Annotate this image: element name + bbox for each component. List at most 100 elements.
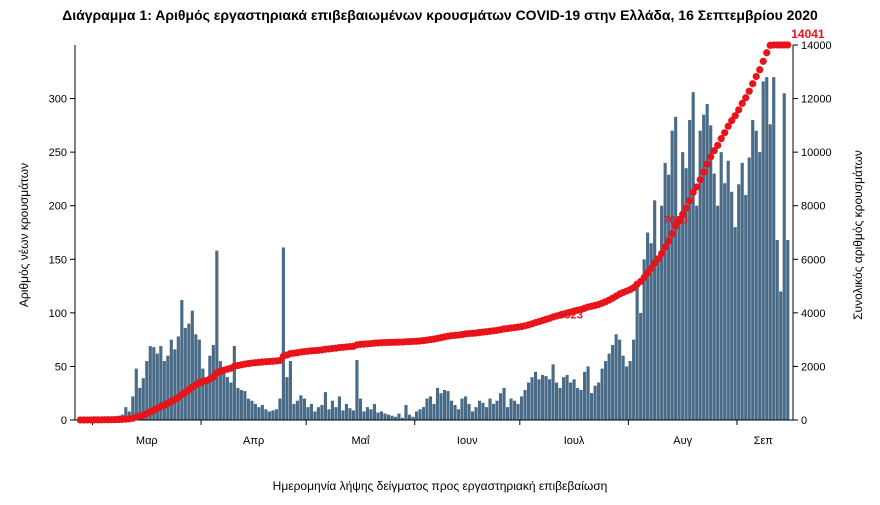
cumulative-point — [686, 196, 694, 205]
x-tick-label: Αυγ — [673, 435, 692, 447]
daily-cases-bar — [691, 92, 695, 420]
daily-cases-bar — [786, 240, 790, 420]
daily-cases-bar — [677, 216, 681, 420]
daily-cases-bar — [488, 398, 492, 420]
daily-cases-bar — [593, 385, 597, 420]
axes: 0 50 100 150 200 250 300 0 2000 4000 6000 8000 10000… — [49, 40, 832, 447]
daily-cases-bar — [190, 310, 194, 420]
daily-cases-bar — [274, 409, 278, 420]
daily-cases-bar — [565, 375, 569, 420]
daily-cases-bar — [775, 240, 779, 420]
x-axis-label: Ημερομηνία λήψης δείγματος προς εργαστηρ… — [273, 479, 608, 493]
daily-cases-bars — [82, 77, 790, 421]
daily-cases-bar — [495, 400, 499, 420]
daily-cases-bar — [201, 368, 205, 420]
daily-cases-bar — [211, 345, 215, 420]
cumulative-point — [654, 255, 662, 263]
daily-cases-bar — [628, 361, 632, 420]
daily-cases-bar — [481, 402, 485, 420]
x-tick-label: Απρ — [243, 435, 264, 447]
x-tick-label: Σεπ — [754, 435, 774, 447]
daily-cases-bar — [355, 360, 359, 420]
y-tick-left-label: 100 — [49, 308, 67, 320]
daily-cases-bar — [453, 405, 457, 420]
y-axis-left-label: Αριθμός νέων κρουσμάτων — [17, 163, 31, 307]
cumulative-point — [749, 80, 757, 88]
daily-cases-bar — [351, 410, 356, 420]
daily-cases-bar — [292, 403, 296, 420]
daily-cases-bar — [751, 120, 755, 420]
daily-cases-bar — [597, 382, 601, 420]
daily-cases-bar — [709, 125, 713, 421]
cumulative-point — [647, 264, 655, 272]
daily-cases-bar — [225, 377, 229, 420]
cumulative-point — [682, 204, 690, 212]
daily-cases-bar — [607, 353, 611, 420]
daily-cases-bar — [625, 366, 629, 420]
daily-cases-bar — [730, 191, 734, 420]
daily-cases-bar — [569, 382, 573, 420]
cumulative-point — [675, 217, 683, 225]
cumulative-point — [658, 249, 666, 258]
daily-cases-bar — [337, 396, 342, 420]
x-tick-label: Ιουλ — [564, 435, 585, 447]
daily-cases-bar — [579, 390, 583, 420]
daily-cases-bar — [348, 408, 352, 420]
daily-cases-bar — [407, 414, 412, 420]
daily-cases-bar — [716, 205, 720, 420]
daily-cases-bar — [667, 174, 671, 420]
daily-cases-bar — [600, 368, 604, 420]
x-tick-label: Μαΐ — [351, 435, 370, 447]
daily-cases-bar — [635, 282, 639, 420]
daily-cases-bar — [362, 411, 366, 420]
y-tick-right-label: 6000 — [801, 254, 825, 266]
daily-cases-bar — [260, 405, 264, 420]
daily-cases-bar — [148, 346, 152, 420]
daily-cases-bar — [688, 120, 692, 420]
annotation-label: 3523 — [558, 310, 582, 322]
daily-cases-bar — [544, 376, 548, 420]
cumulative-point — [735, 106, 743, 114]
daily-cases-bar — [533, 371, 538, 420]
daily-cases-bar — [572, 379, 576, 420]
daily-cases-bar — [646, 232, 650, 420]
daily-cases-bar — [719, 152, 723, 420]
daily-cases-bar — [313, 411, 317, 420]
daily-cases-bar — [173, 349, 177, 420]
annotation-label: 14041 — [791, 27, 825, 41]
daily-cases-bar — [747, 157, 751, 420]
cumulative-point — [689, 188, 697, 196]
daily-cases-bar — [208, 355, 212, 420]
daily-cases-bar — [386, 414, 391, 420]
cumulative-point — [707, 153, 715, 161]
daily-cases-bar — [639, 312, 643, 420]
daily-cases-bar — [614, 334, 618, 420]
daily-cases-bar — [548, 379, 552, 420]
daily-cases-bar — [365, 407, 370, 420]
daily-cases-bar — [505, 407, 510, 420]
daily-cases-bar — [376, 412, 380, 420]
daily-cases-bar — [183, 327, 187, 420]
daily-cases-bar — [239, 390, 243, 420]
daily-cases-bar — [656, 259, 660, 420]
daily-cases-bar — [169, 339, 173, 420]
daily-cases-bar — [369, 409, 373, 420]
daily-cases-bar — [702, 114, 706, 420]
cumulative-point — [661, 243, 669, 251]
daily-cases-bar — [737, 184, 741, 420]
daily-cases-bar — [660, 205, 664, 420]
daily-cases-bar — [383, 413, 387, 420]
y-tick-right-label: 8000 — [801, 201, 825, 213]
daily-cases-bar — [519, 396, 524, 420]
cumulative-point — [693, 183, 701, 191]
daily-cases-bar — [194, 334, 198, 420]
daily-cases-bar — [435, 387, 440, 420]
daily-cases-bar — [159, 346, 163, 420]
daily-cases-bar — [779, 291, 783, 420]
daily-cases-bar — [327, 409, 331, 420]
daily-cases-bar — [446, 391, 450, 420]
daily-cases-bar — [782, 93, 786, 421]
daily-cases-bar — [558, 387, 562, 420]
daily-cases-bar — [166, 355, 170, 420]
